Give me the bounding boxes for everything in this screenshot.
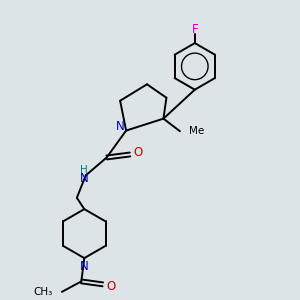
Text: O: O	[134, 146, 143, 160]
Text: N: N	[80, 172, 89, 185]
Text: H: H	[80, 165, 88, 175]
Text: N: N	[116, 120, 125, 133]
Text: N: N	[80, 260, 89, 273]
Text: O: O	[106, 280, 116, 293]
Text: CH₃: CH₃	[33, 287, 52, 297]
Text: F: F	[191, 22, 198, 36]
Text: Me: Me	[189, 126, 205, 136]
